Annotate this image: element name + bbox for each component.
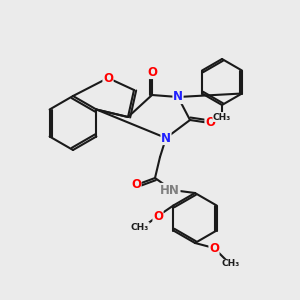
Text: N: N — [161, 131, 171, 145]
Text: CH₃: CH₃ — [213, 112, 231, 122]
Text: O: O — [147, 65, 157, 79]
Text: O: O — [131, 178, 141, 191]
Text: O: O — [103, 71, 113, 85]
Text: CH₃: CH₃ — [131, 223, 149, 232]
Text: CH₃: CH₃ — [222, 260, 240, 268]
Text: O: O — [153, 209, 163, 223]
Text: N: N — [173, 91, 183, 103]
Text: O: O — [209, 242, 219, 254]
Text: HN: HN — [160, 184, 180, 196]
Text: O: O — [205, 116, 215, 130]
